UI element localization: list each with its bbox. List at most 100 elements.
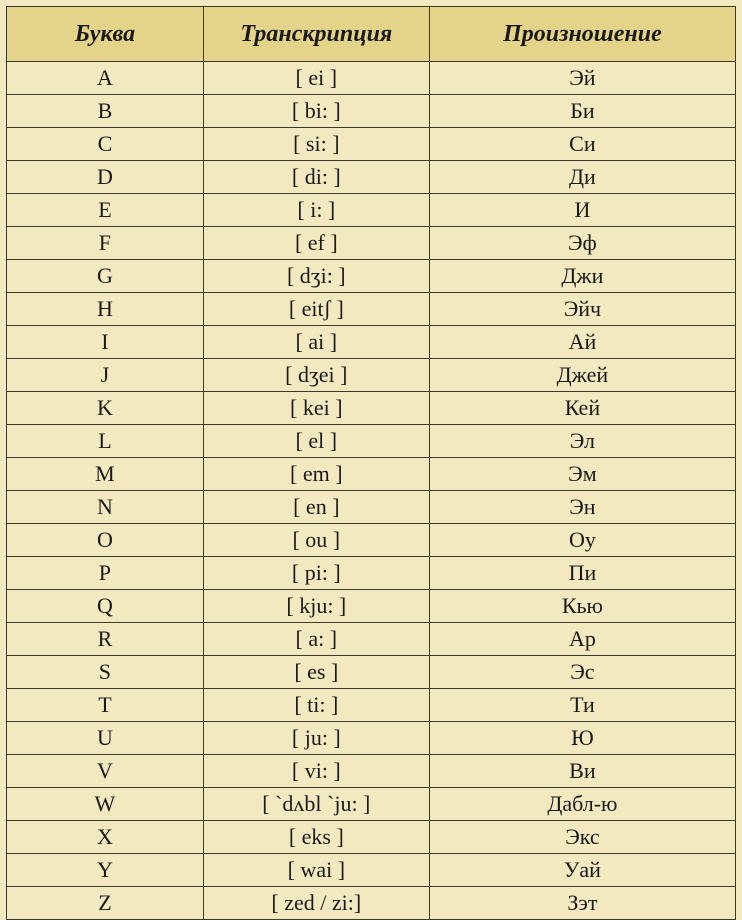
cell-letter: Z <box>7 887 204 920</box>
cell-letter: G <box>7 260 204 293</box>
cell-pronunciation: Зэт <box>429 887 735 920</box>
table-row: Y[ wai ]Уай <box>7 854 736 887</box>
col-header-pronunciation: Произношение <box>429 7 735 62</box>
table-row: N[ en ]Эн <box>7 491 736 524</box>
table-row: R[ a: ]Ар <box>7 623 736 656</box>
cell-pronunciation: Пи <box>429 557 735 590</box>
cell-letter: L <box>7 425 204 458</box>
cell-transcription: [ si: ] <box>203 128 429 161</box>
cell-transcription: [ `dʌbl `ju: ] <box>203 788 429 821</box>
table-row: P[ pi: ]Пи <box>7 557 736 590</box>
cell-transcription: [ wai ] <box>203 854 429 887</box>
cell-transcription: [ dʒi: ] <box>203 260 429 293</box>
table-row: I[ ai ]Ай <box>7 326 736 359</box>
cell-pronunciation: Уай <box>429 854 735 887</box>
cell-letter: X <box>7 821 204 854</box>
cell-letter: P <box>7 557 204 590</box>
table-row: D[ di: ]Ди <box>7 161 736 194</box>
cell-pronunciation: Ай <box>429 326 735 359</box>
table-row: C[ si: ]Си <box>7 128 736 161</box>
cell-transcription: [ pi: ] <box>203 557 429 590</box>
cell-transcription: [ ou ] <box>203 524 429 557</box>
cell-letter: M <box>7 458 204 491</box>
cell-letter: I <box>7 326 204 359</box>
col-header-transcription: Транскрипция <box>203 7 429 62</box>
table-row: U[ ju: ]Ю <box>7 722 736 755</box>
cell-pronunciation: Ю <box>429 722 735 755</box>
cell-letter: N <box>7 491 204 524</box>
cell-letter: J <box>7 359 204 392</box>
cell-pronunciation: И <box>429 194 735 227</box>
cell-transcription: [ kei ] <box>203 392 429 425</box>
table-row: Z[ zed / zi:]Зэт <box>7 887 736 920</box>
table-row: W[ `dʌbl `ju: ]Дабл-ю <box>7 788 736 821</box>
table-row: A[ ei ]Эй <box>7 62 736 95</box>
table-row: G[ dʒi: ]Джи <box>7 260 736 293</box>
cell-pronunciation: Ти <box>429 689 735 722</box>
cell-transcription: [ vi: ] <box>203 755 429 788</box>
table-header-row: Буква Транскрипция Произношение <box>7 7 736 62</box>
cell-transcription: [ eitʃ ] <box>203 293 429 326</box>
cell-letter: K <box>7 392 204 425</box>
cell-pronunciation: Эс <box>429 656 735 689</box>
alphabet-table: Буква Транскрипция Произношение A[ ei ]Э… <box>6 6 736 920</box>
cell-pronunciation: Би <box>429 95 735 128</box>
cell-transcription: [ dʒei ] <box>203 359 429 392</box>
table-row: V[ vi: ]Ви <box>7 755 736 788</box>
cell-pronunciation: Эн <box>429 491 735 524</box>
table-row: J[ dʒei ]Джей <box>7 359 736 392</box>
cell-pronunciation: Дабл-ю <box>429 788 735 821</box>
cell-letter: U <box>7 722 204 755</box>
cell-transcription: [ a: ] <box>203 623 429 656</box>
cell-transcription: [ kju: ] <box>203 590 429 623</box>
cell-transcription: [ ju: ] <box>203 722 429 755</box>
cell-pronunciation: Ар <box>429 623 735 656</box>
table-row: F[ ef ]Эф <box>7 227 736 260</box>
cell-pronunciation: Эм <box>429 458 735 491</box>
cell-letter: O <box>7 524 204 557</box>
cell-pronunciation: Си <box>429 128 735 161</box>
cell-pronunciation: Кью <box>429 590 735 623</box>
cell-transcription: [ ti: ] <box>203 689 429 722</box>
cell-pronunciation: Эф <box>429 227 735 260</box>
table-row: L[ el ]Эл <box>7 425 736 458</box>
cell-transcription: [ es ] <box>203 656 429 689</box>
cell-letter: D <box>7 161 204 194</box>
cell-letter: R <box>7 623 204 656</box>
cell-transcription: [ ai ] <box>203 326 429 359</box>
table-row: O[ ou ]Оу <box>7 524 736 557</box>
cell-pronunciation: Эл <box>429 425 735 458</box>
cell-pronunciation: Эйч <box>429 293 735 326</box>
cell-transcription: [ el ] <box>203 425 429 458</box>
table-row: T[ ti: ]Ти <box>7 689 736 722</box>
cell-pronunciation: Ди <box>429 161 735 194</box>
cell-letter: V <box>7 755 204 788</box>
cell-letter: Y <box>7 854 204 887</box>
cell-pronunciation: Эй <box>429 62 735 95</box>
cell-letter: E <box>7 194 204 227</box>
cell-pronunciation: Джей <box>429 359 735 392</box>
cell-transcription: [ di: ] <box>203 161 429 194</box>
cell-letter: W <box>7 788 204 821</box>
cell-transcription: [ ei ] <box>203 62 429 95</box>
cell-letter: A <box>7 62 204 95</box>
table-row: M[ em ]Эм <box>7 458 736 491</box>
table-row: B[ bi: ]Би <box>7 95 736 128</box>
cell-letter: B <box>7 95 204 128</box>
cell-letter: C <box>7 128 204 161</box>
cell-letter: Q <box>7 590 204 623</box>
cell-letter: T <box>7 689 204 722</box>
cell-pronunciation: Ви <box>429 755 735 788</box>
cell-pronunciation: Джи <box>429 260 735 293</box>
cell-pronunciation: Экс <box>429 821 735 854</box>
cell-transcription: [ zed / zi:] <box>203 887 429 920</box>
table-row: E[ i: ]И <box>7 194 736 227</box>
table-row: K[ kei ]Кей <box>7 392 736 425</box>
cell-transcription: [ eks ] <box>203 821 429 854</box>
table-row: Q[ kju: ]Кью <box>7 590 736 623</box>
table-row: X[ eks ]Экс <box>7 821 736 854</box>
cell-pronunciation: Оу <box>429 524 735 557</box>
cell-transcription: [ ef ] <box>203 227 429 260</box>
cell-letter: F <box>7 227 204 260</box>
cell-pronunciation: Кей <box>429 392 735 425</box>
